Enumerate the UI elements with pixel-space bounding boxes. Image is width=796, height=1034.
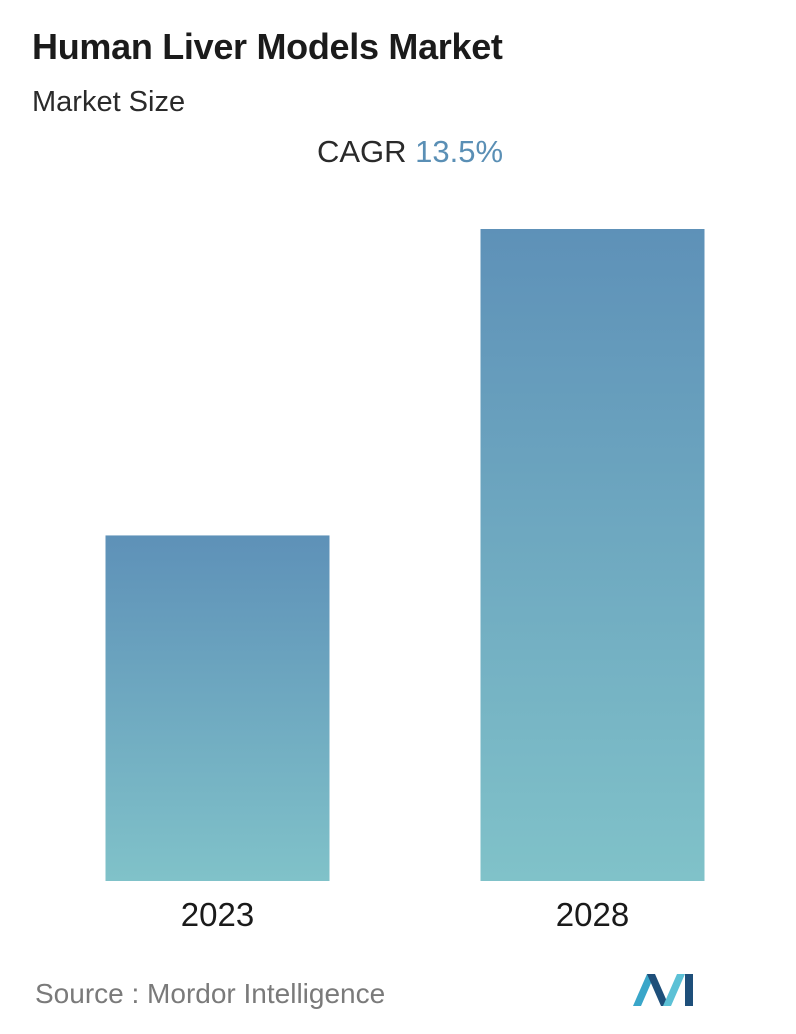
chart-title: Human Liver Models Market [32, 26, 503, 67]
x-tick-label-2028: 2028 [556, 896, 629, 933]
cagr-value: 13.5% [415, 134, 504, 169]
source-note: Source : Mordor Intelligence [35, 978, 386, 1009]
bar-chart: 2023 2028 [105, 229, 705, 933]
cagr-annotation: CAGR 13.5% [0, 134, 796, 170]
bar-2023 [105, 535, 330, 881]
x-tick-label-2023: 2023 [181, 896, 254, 933]
bar-2028 [480, 229, 705, 881]
cagr-label: CAGR [316, 134, 407, 169]
mordor-intelligence-logo-icon [633, 974, 693, 1006]
chart-subtitle: Market Size [32, 86, 186, 118]
